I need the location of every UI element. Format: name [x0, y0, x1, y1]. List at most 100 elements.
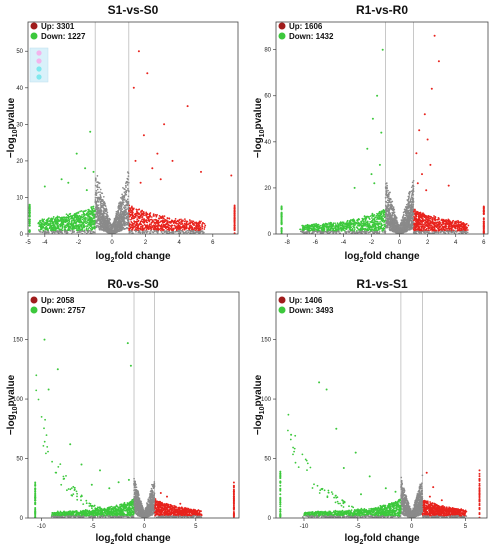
- data-point: [422, 228, 425, 230]
- data-point: [198, 220, 201, 223]
- data-point: [71, 229, 74, 232]
- data-point: [50, 219, 53, 222]
- data-point: [135, 228, 137, 231]
- data-point: [353, 228, 356, 230]
- data-point: [233, 204, 236, 207]
- data-point: [150, 229, 152, 232]
- data-point: [28, 204, 31, 207]
- data-point: [160, 225, 162, 228]
- data-point: [162, 225, 164, 228]
- data-point: [190, 221, 192, 224]
- data-point: [142, 134, 145, 137]
- data-point: [100, 200, 103, 203]
- data-point: [98, 212, 101, 215]
- data-point: [45, 223, 48, 226]
- data-point: [318, 225, 321, 228]
- data-point: [92, 205, 95, 208]
- data-point: [85, 225, 88, 227]
- data-point: [420, 231, 423, 234]
- data-point: [194, 229, 197, 232]
- data-point: [116, 226, 118, 229]
- y-tick-label: 40: [16, 86, 23, 92]
- data-point: [125, 208, 128, 211]
- data-point: [373, 213, 376, 216]
- data-point: [133, 221, 136, 223]
- x-tick-label: 4: [178, 240, 182, 246]
- data-point: [150, 216, 153, 218]
- data-point: [76, 214, 79, 217]
- data-point: [90, 228, 93, 231]
- data-point: [172, 231, 175, 234]
- data-point: [84, 167, 87, 170]
- data-point: [79, 223, 81, 226]
- data-point: [146, 221, 149, 224]
- data-point: [120, 213, 123, 216]
- data-point: [184, 218, 186, 220]
- data-point: [233, 227, 236, 230]
- data-point: [94, 178, 97, 181]
- data-point: [378, 214, 380, 216]
- data-point: [69, 223, 72, 226]
- data-point: [131, 215, 134, 217]
- data-point: [38, 229, 40, 231]
- legend-swatch-cyan: [36, 74, 42, 80]
- data-point: [203, 222, 206, 225]
- data-point: [137, 50, 140, 53]
- data-point: [197, 224, 199, 227]
- data-point: [51, 224, 53, 227]
- data-point: [95, 194, 98, 196]
- data-point: [143, 218, 146, 220]
- data-point: [166, 226, 169, 228]
- data-point: [41, 231, 44, 234]
- data-point: [131, 217, 133, 220]
- data-point: [128, 209, 130, 212]
- data-point: [202, 231, 204, 234]
- data-point: [159, 220, 162, 223]
- data-point: [184, 220, 187, 222]
- data-point: [151, 231, 154, 233]
- data-point: [99, 195, 102, 198]
- data-point: [171, 231, 173, 234]
- data-point: [102, 206, 104, 209]
- data-point: [99, 214, 101, 216]
- data-point: [61, 232, 64, 234]
- data-point: [98, 186, 101, 189]
- data-point: [42, 229, 45, 232]
- data-point: [103, 201, 106, 204]
- data-point: [92, 230, 94, 233]
- data-point: [356, 229, 358, 232]
- data-point: [85, 189, 88, 192]
- data-point: [133, 207, 135, 210]
- data-point: [364, 220, 367, 222]
- data-point: [63, 216, 66, 219]
- data-point: [179, 226, 182, 228]
- data-point: [96, 184, 99, 186]
- y-tick-label: 30: [16, 122, 23, 128]
- data-point: [49, 222, 52, 225]
- data-point: [98, 227, 101, 230]
- data-point: [145, 213, 148, 216]
- data-point: [60, 178, 63, 181]
- data-point: [28, 207, 31, 210]
- data-point: [40, 222, 43, 225]
- data-point: [76, 216, 78, 218]
- data-point: [104, 227, 106, 230]
- data-point: [466, 231, 469, 234]
- data-point: [99, 188, 102, 191]
- y-tick-label: 10: [16, 195, 23, 201]
- data-point: [123, 209, 126, 212]
- data-point: [124, 206, 127, 208]
- data-point: [126, 184, 129, 186]
- data-point: [122, 210, 125, 213]
- data-point: [449, 220, 451, 223]
- data-point: [37, 221, 40, 224]
- data-point: [384, 216, 387, 219]
- data-point: [102, 222, 105, 225]
- panel-title: S1-vs-S0: [108, 3, 159, 17]
- data-point: [96, 211, 98, 214]
- data-point: [143, 223, 146, 226]
- data-point: [92, 216, 95, 218]
- data-point: [125, 200, 127, 203]
- data-point: [107, 221, 109, 224]
